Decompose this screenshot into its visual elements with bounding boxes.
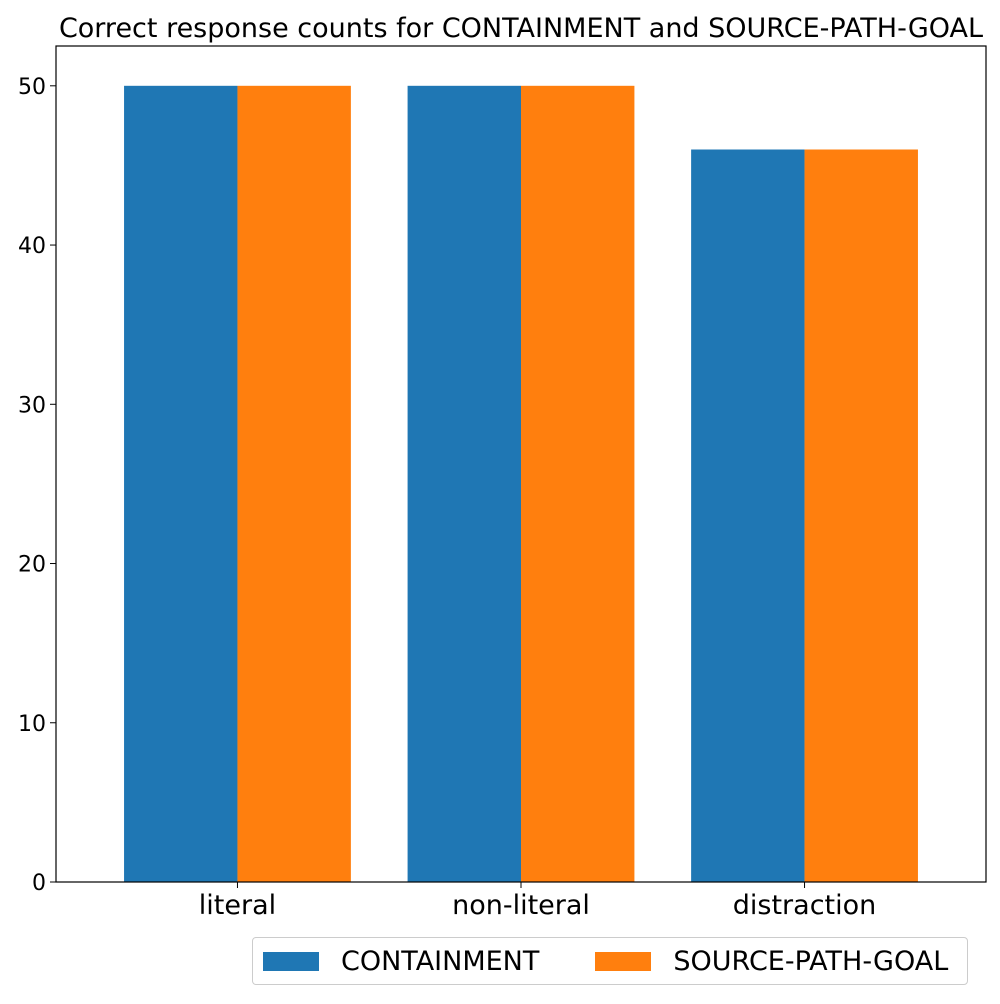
chart-title: Correct response counts for CONTAINMENT …	[59, 13, 983, 44]
y-tick-label: 0	[32, 871, 46, 896]
bar-source-path-goal-distraction	[804, 149, 918, 882]
y-axis: 0 10 20 30 40 50	[18, 75, 56, 896]
legend-swatch-source-path-goal	[595, 951, 652, 971]
legend-entry-source-path-goal: SOURCE-PATH-GOAL	[595, 946, 948, 977]
bar-source-path-goal-literal	[237, 85, 351, 883]
legend-label-containment: CONTAINMENT	[341, 945, 540, 977]
bar-source-path-goal-non-literal	[521, 85, 635, 883]
x-tick-label-distraction: distraction	[733, 890, 877, 921]
legend-swatch-containment	[263, 951, 319, 971]
y-tick-label: 10	[18, 712, 46, 737]
x-tick-label-non-literal: non-literal	[452, 890, 590, 921]
bar-containment-distraction	[691, 149, 805, 882]
x-tick-label-literal: literal	[199, 890, 276, 921]
y-tick-label: 50	[18, 75, 46, 100]
legend-label-source-path-goal: SOURCE-PATH-GOAL	[673, 945, 949, 977]
bars-layer	[124, 85, 918, 883]
y-tick-label: 40	[18, 234, 46, 259]
x-axis: literal non-literal distraction	[199, 882, 877, 921]
bar-containment-non-literal	[407, 85, 521, 883]
legend-entry-containment: CONTAINMENT	[263, 946, 539, 977]
legend: CONTAINMENT SOURCE-PATH-GOAL	[252, 937, 968, 985]
y-tick-label: 20	[18, 553, 46, 578]
bar-containment-literal	[124, 85, 238, 883]
y-tick-label: 30	[18, 393, 46, 418]
